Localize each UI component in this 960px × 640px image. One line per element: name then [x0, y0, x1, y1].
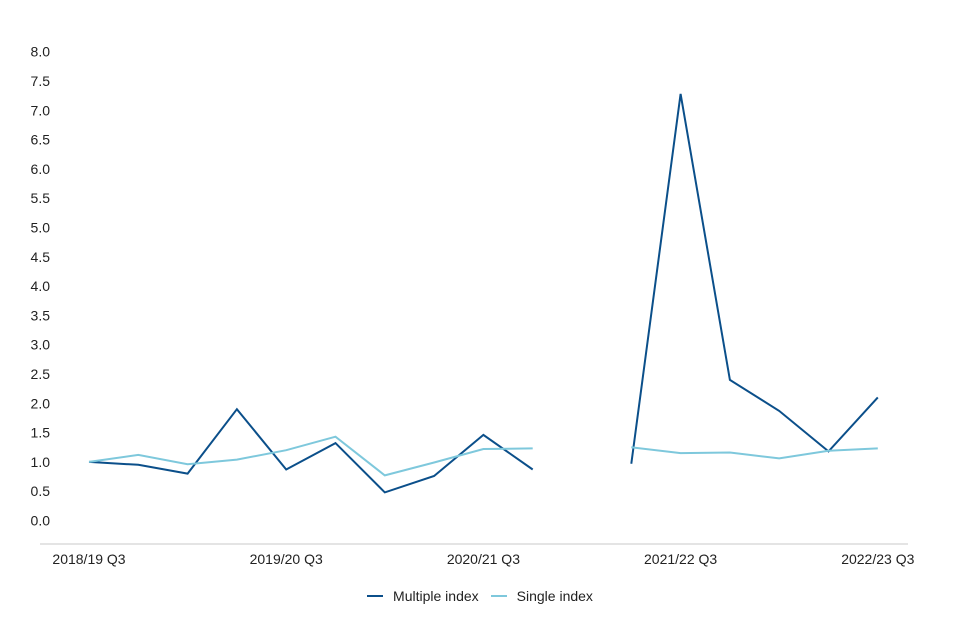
series-line-multiple-index [88, 93, 879, 494]
y-tick-label: 2.5 [31, 366, 51, 382]
y-tick-label: 3.5 [31, 307, 51, 323]
y-tick-label: 4.5 [31, 249, 51, 265]
line-chart: 0.0 0.5 1.0 1.5 2.0 2.5 3.0 3.5 4.0 4.5 5.0 5.5 6.0 6… [31, 44, 915, 567]
y-tick-label: 3.0 [31, 337, 51, 353]
y-tick-label: 7.5 [31, 73, 51, 89]
x-tick-label: 2021/22 Q3 [644, 551, 717, 567]
y-tick-label: 1.0 [31, 454, 51, 470]
y-axis: 0.0 0.5 1.0 1.5 2.0 2.5 3.0 3.5 4.0 4.5 5.0 5.5 6.0 6… [31, 44, 51, 529]
x-tick-label: 2018/19 Q3 [52, 551, 125, 567]
y-tick-label: 6.5 [31, 132, 51, 148]
y-tick-label: 5.5 [31, 190, 51, 206]
x-tick-label: 2022/23 Q3 [841, 551, 914, 567]
x-tick-label: 2019/20 Q3 [250, 551, 323, 567]
y-tick-label: 0.0 [31, 513, 51, 529]
y-tick-label: 8.0 [31, 44, 51, 60]
series-layer [88, 93, 879, 494]
y-tick-label: 4.0 [31, 278, 51, 294]
y-tick-label: 5.0 [31, 220, 51, 236]
y-tick-label: 1.5 [31, 425, 51, 441]
y-tick-label: 7.0 [31, 102, 51, 118]
legend-swatch-single-index [490, 595, 507, 597]
legend-label-single-index: Single index [516, 588, 593, 604]
y-tick-label: 0.5 [31, 483, 51, 499]
x-tick-label: 2020/21 Q3 [447, 551, 520, 567]
x-axis: 2018/19 Q3 2019/20 Q3 2020/21 Q3 2021/22 Q3… [52, 551, 914, 567]
legend-item-single-index: Single index [490, 588, 593, 604]
legend-item-multiple-index: Multiple index [367, 588, 479, 604]
series-line-single-index [88, 435, 878, 477]
legend-label-multiple-index: Multiple index [393, 588, 479, 604]
legend: Multiple index Single index [0, 586, 960, 606]
legend-swatch-multiple-index [367, 595, 384, 597]
y-tick-label: 6.0 [31, 161, 51, 177]
y-tick-label: 2.0 [31, 395, 51, 411]
